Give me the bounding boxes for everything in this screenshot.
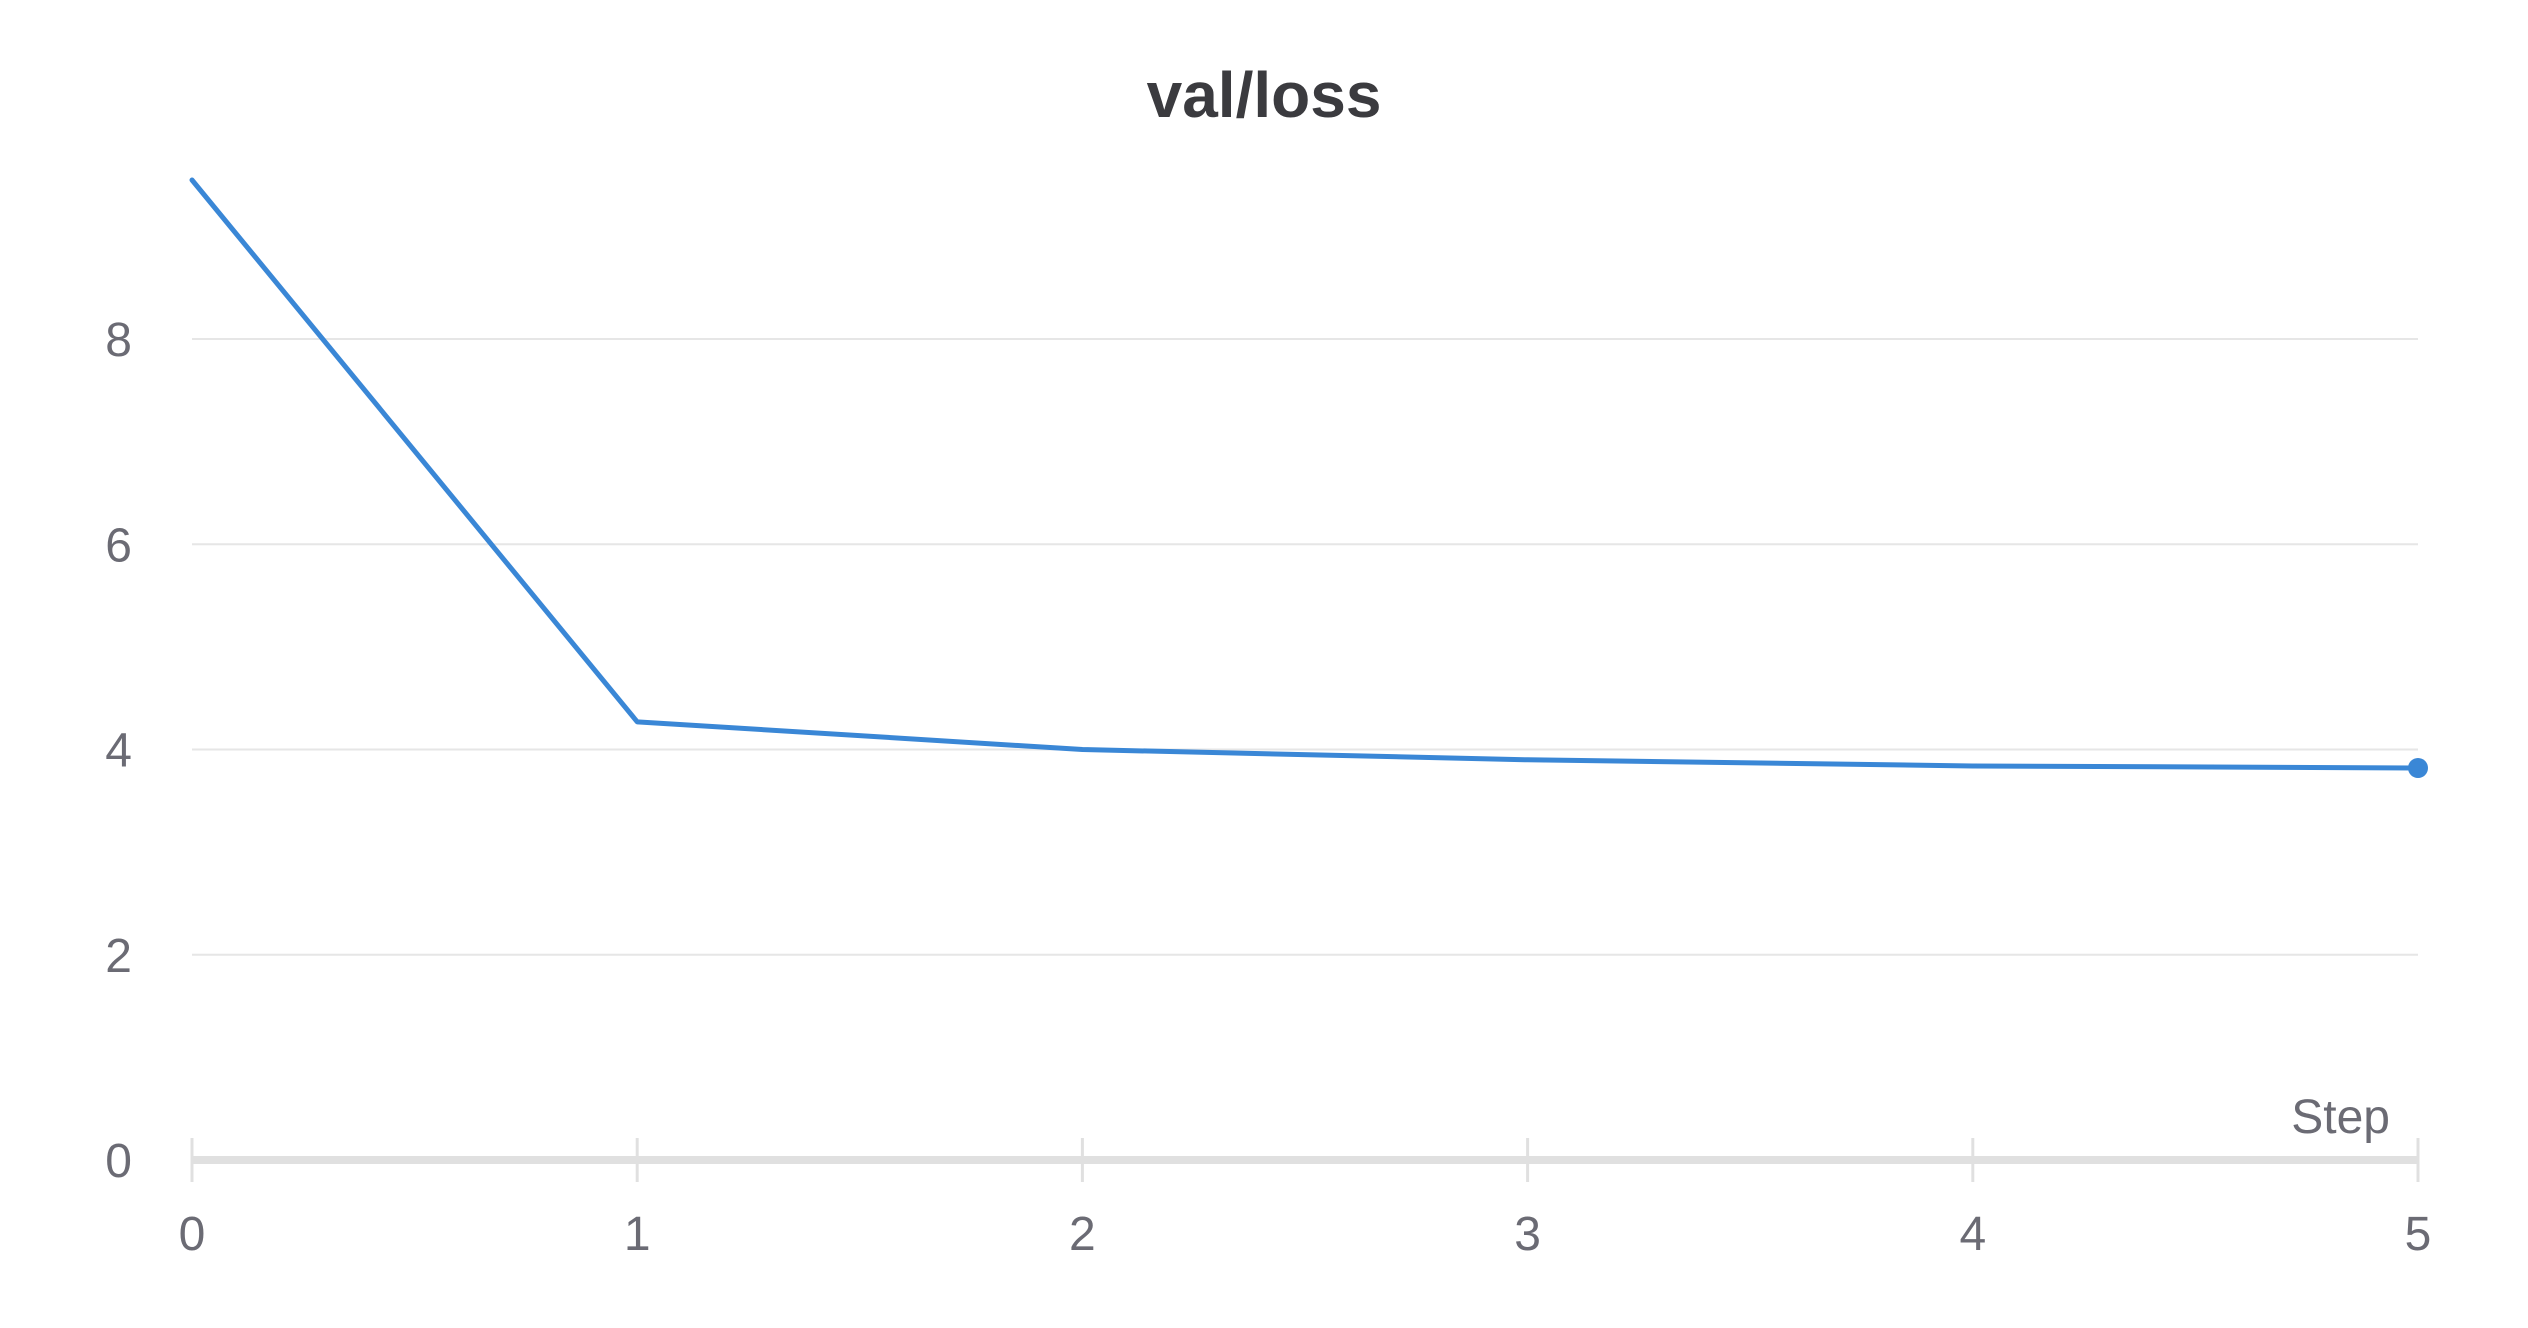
series-line-0 <box>189 177 2421 771</box>
x-tick-label-3: 3 <box>1514 1208 1541 1261</box>
x-tick-label-4: 4 <box>1959 1208 1986 1261</box>
y-tick-label-6: 6 <box>105 519 132 572</box>
y-tick-label-8: 8 <box>105 314 132 367</box>
x-tick-label-2: 2 <box>1069 1208 1096 1261</box>
y-tick-label-4: 4 <box>105 725 132 778</box>
chart-title: val/loss <box>1146 59 1382 131</box>
grid-lines <box>192 338 2418 956</box>
x-tick-label-5: 5 <box>2405 1208 2432 1261</box>
x-tick-label-0: 0 <box>179 1208 206 1261</box>
y-axis-tick-labels: 0 2 4 6 8 <box>105 314 132 1188</box>
x-tick-label-1: 1 <box>624 1208 651 1261</box>
series-endpoint-marker <box>2408 758 2428 778</box>
series-layer <box>189 177 2428 778</box>
y-tick-label-2: 2 <box>105 930 132 983</box>
x-axis-tick-labels: 0 1 2 3 4 5 <box>179 1208 2432 1261</box>
y-tick-label-0: 0 <box>105 1135 132 1188</box>
x-axis <box>190 1138 2420 1182</box>
x-axis-label: Step <box>2291 1091 2390 1144</box>
